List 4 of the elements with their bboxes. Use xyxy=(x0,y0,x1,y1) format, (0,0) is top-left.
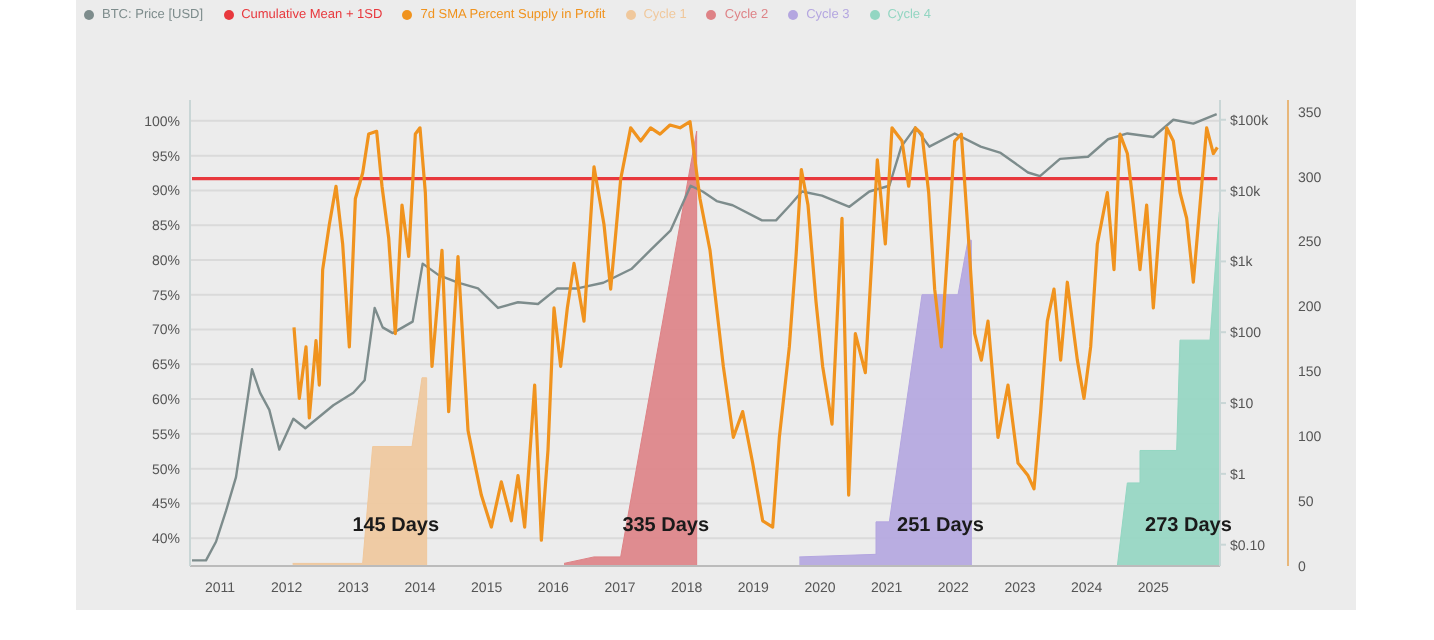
annotation: 273 Days xyxy=(1145,515,1233,538)
annotation: 251 Days xyxy=(897,515,985,538)
annotation: 335 Days xyxy=(622,515,711,538)
annotation: 145 Days xyxy=(352,515,441,538)
